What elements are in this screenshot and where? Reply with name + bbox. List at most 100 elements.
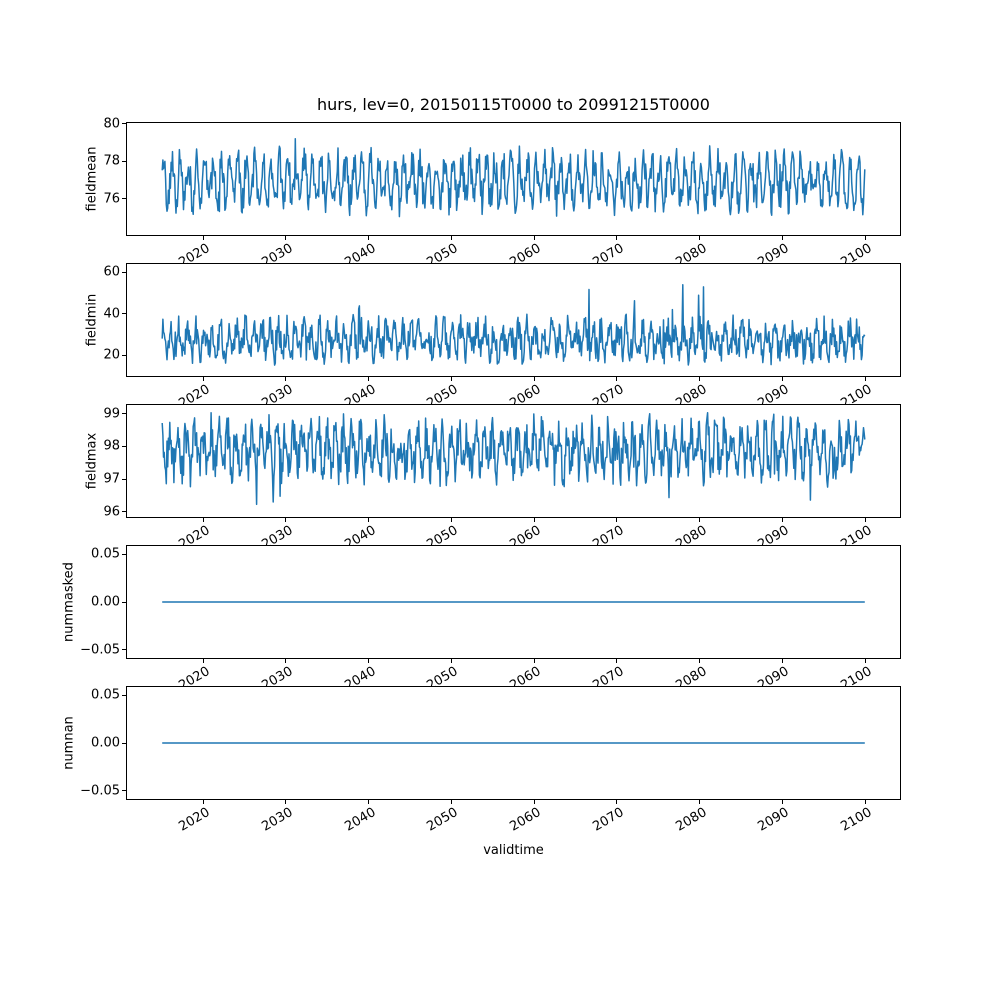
x-tick-label: 2060 <box>507 805 544 835</box>
x-tick-mark <box>864 377 866 381</box>
y-tick-label: 60 <box>103 264 120 280</box>
y-tick-mark <box>122 694 126 696</box>
x-axis-label: validtime <box>483 843 544 858</box>
x-tick-mark <box>368 800 370 804</box>
subplot-fieldmin: fieldmin 20 40 60 2020 2030 2040 2050 2060 2070 2… <box>85 263 901 412</box>
x-tick-mark <box>368 518 370 522</box>
x-tick-mark <box>285 659 287 663</box>
y-tick-mark <box>122 123 126 125</box>
plot-area-fieldmin <box>127 264 900 376</box>
y-tick-mark <box>122 511 126 513</box>
x-tick-label: 2080 <box>673 805 710 835</box>
fieldmin-line-chart <box>161 284 866 366</box>
y-tick-mark <box>122 445 126 447</box>
x-tick-label: 2070 <box>590 805 627 835</box>
y-tick-label: −0.05 <box>80 783 120 799</box>
x-tick-mark <box>616 518 618 522</box>
x-tick-mark <box>285 377 287 381</box>
y-tick-label: 0.05 <box>91 546 120 562</box>
x-tick-mark <box>533 377 535 381</box>
y-tick-label: 76 <box>103 191 120 207</box>
y-axis-label-fieldmax: fieldmax <box>84 432 100 490</box>
line-fieldmean <box>161 137 866 218</box>
x-tick-mark <box>699 800 701 804</box>
y-tick-mark <box>122 601 126 603</box>
x-tick-mark <box>864 659 866 663</box>
plot-area-fieldmax <box>127 405 900 517</box>
x-tick-mark <box>533 518 535 522</box>
x-tick-label: 2020 <box>176 805 213 835</box>
x-tick-mark <box>368 659 370 663</box>
x-tick-mark <box>202 659 204 663</box>
plot-area-numnan <box>127 687 900 799</box>
x-tick-mark <box>202 518 204 522</box>
x-tick-mark <box>616 236 618 240</box>
x-tick-mark <box>616 377 618 381</box>
x-tick-label: 2100 <box>838 805 875 835</box>
subplot-numnan: numnan −0.05 0.00 0.05 2020 2030 2040 2050 2060… <box>62 686 901 835</box>
x-tick-mark <box>616 800 618 804</box>
line-fieldmin <box>161 284 866 366</box>
x-tick-mark <box>285 236 287 240</box>
x-tick-mark <box>781 377 783 381</box>
subplot-fieldmean: fieldmean 76 78 80 2020 2030 2040 2050 2060 2070… <box>85 116 901 271</box>
x-tick-mark <box>699 236 701 240</box>
y-tick-label: 96 <box>103 504 120 520</box>
x-tick-mark <box>285 518 287 522</box>
y-tick-label: 78 <box>103 153 120 169</box>
line-fieldmax <box>161 411 866 506</box>
x-tick-label: 2050 <box>424 805 461 835</box>
y-axis-label-nummasked: nummasked <box>61 562 77 642</box>
plot-title: hurs, lev=0, 20150115T0000 to 20991215T0… <box>317 95 710 114</box>
x-tick-mark <box>864 236 866 240</box>
y-tick-label: 0.00 <box>91 594 120 610</box>
subplot-nummasked: nummasked −0.05 0.00 0.05 2020 2030 2040 2050 2… <box>62 545 901 694</box>
plot-area-fieldmean <box>127 123 900 235</box>
x-tick-mark <box>450 659 452 663</box>
x-tick-mark <box>781 518 783 522</box>
x-tick-mark <box>450 377 452 381</box>
x-tick-mark <box>450 518 452 522</box>
y-tick-label: 80 <box>103 116 120 132</box>
x-tick-mark <box>368 236 370 240</box>
numnan-line-chart <box>162 742 865 744</box>
x-tick-mark <box>533 800 535 804</box>
x-tick-mark <box>781 659 783 663</box>
x-tick-mark <box>202 800 204 804</box>
fieldmean-line-chart <box>161 137 866 218</box>
y-tick-mark <box>122 354 126 356</box>
x-tick-mark <box>202 236 204 240</box>
y-tick-label: 97 <box>103 471 120 487</box>
y-axis-label-fieldmean: fieldmean <box>84 146 100 212</box>
x-tick-mark <box>699 377 701 381</box>
y-tick-label: 20 <box>103 347 120 363</box>
x-tick-mark <box>616 659 618 663</box>
y-tick-label: 0.05 <box>91 687 120 703</box>
x-tick-mark <box>450 800 452 804</box>
y-tick-label: 99 <box>103 406 120 422</box>
y-tick-label: 98 <box>103 438 120 454</box>
x-tick-mark <box>781 800 783 804</box>
x-tick-mark <box>699 659 701 663</box>
y-tick-mark <box>122 271 126 273</box>
nummasked-line-chart <box>162 601 865 603</box>
subplot-fieldmax: fieldmax 96 97 98 99 2020 2030 2040 2050 2060 207… <box>85 404 901 553</box>
x-tick-mark <box>202 377 204 381</box>
y-tick-mark <box>122 553 126 555</box>
x-tick-mark <box>533 659 535 663</box>
y-axis-label-fieldmin: fieldmin <box>84 293 100 347</box>
y-tick-mark <box>122 313 126 315</box>
x-tick-mark <box>450 236 452 240</box>
x-tick-label: 2030 <box>259 805 296 835</box>
y-tick-label: −0.05 <box>80 642 120 658</box>
x-tick-label: 2090 <box>755 805 792 835</box>
y-tick-mark <box>122 478 126 480</box>
plot-area-nummasked <box>127 546 900 658</box>
x-tick-mark <box>285 800 287 804</box>
y-tick-mark <box>122 198 126 200</box>
x-tick-mark <box>864 518 866 522</box>
x-tick-label: 2040 <box>342 805 379 835</box>
x-tick-mark <box>533 236 535 240</box>
y-tick-mark <box>122 742 126 744</box>
